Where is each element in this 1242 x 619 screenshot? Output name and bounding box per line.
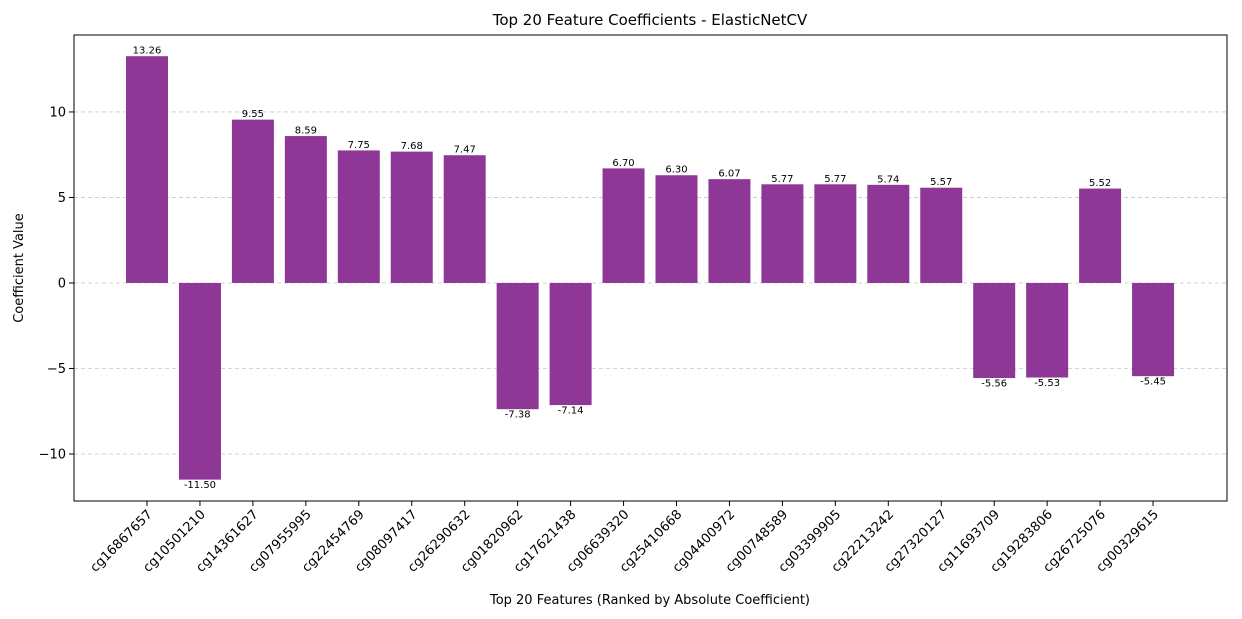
bar — [602, 168, 645, 283]
bar — [655, 175, 698, 283]
bar — [231, 119, 274, 283]
bar-value-label: 5.57 — [930, 177, 952, 188]
bar-value-label: 7.75 — [348, 140, 370, 151]
x-axis: cg16867657cg10501210cg14361627cg07955995… — [88, 501, 1162, 576]
bar — [496, 282, 539, 410]
bar-value-label: 13.26 — [133, 46, 162, 57]
bar — [126, 56, 168, 283]
y-tick-label: 0 — [58, 276, 66, 291]
bar — [178, 282, 221, 480]
bar-value-label: 5.74 — [877, 174, 899, 185]
bar-value-label: 6.30 — [665, 165, 687, 176]
x-axis-label: Top 20 Features (Ranked by Absolute Coef… — [489, 593, 810, 608]
bar-value-label: 5.77 — [771, 174, 793, 185]
bar-value-label: -7.38 — [505, 410, 531, 421]
bar — [1079, 188, 1122, 283]
bar-value-label: -5.53 — [1034, 378, 1060, 389]
bar — [1132, 282, 1175, 377]
bar — [1026, 282, 1069, 378]
bar — [920, 187, 963, 283]
bar — [814, 184, 857, 283]
bar-value-label: -11.50 — [184, 480, 216, 491]
y-axis-label: Coefficient Value — [12, 213, 27, 323]
bar-value-label: 6.07 — [718, 169, 740, 180]
bar — [337, 150, 380, 283]
y-tick-label: 10 — [49, 105, 66, 120]
bar-value-label: 5.52 — [1089, 178, 1111, 189]
value-labels-layer: 13.26 -11.50 9.55 8.59 7.75 7.68 7.47 -7.38 -7.1… — [133, 46, 1166, 491]
plot-frame — [73, 34, 1228, 502]
bar — [761, 184, 804, 283]
bar-value-label: -5.56 — [981, 379, 1007, 390]
bar — [549, 282, 592, 406]
y-tick-label: −10 — [39, 447, 66, 462]
bar — [867, 184, 910, 283]
bar-value-label: -7.14 — [558, 406, 584, 417]
bar — [390, 151, 433, 283]
chart-title: Top 20 Feature Coefficients - ElasticNet… — [492, 11, 808, 29]
bar — [443, 155, 486, 283]
bar — [284, 136, 327, 283]
bar-value-label: 9.55 — [242, 109, 264, 120]
bar-value-label: 6.70 — [612, 158, 634, 169]
y-tick-label: −5 — [47, 362, 66, 377]
bar-value-label: 7.68 — [401, 141, 423, 152]
bars-layer — [126, 56, 1175, 480]
y-axis: −10 −5 0 5 10 — [39, 105, 74, 462]
bar-value-label: 8.59 — [295, 126, 317, 137]
bar-value-label: -5.45 — [1140, 377, 1166, 388]
bar — [708, 179, 751, 283]
bar-value-label: 7.47 — [454, 145, 476, 156]
y-tick-label: 5 — [58, 191, 66, 206]
bar — [973, 282, 1016, 379]
bar-value-label: 5.77 — [824, 174, 846, 185]
